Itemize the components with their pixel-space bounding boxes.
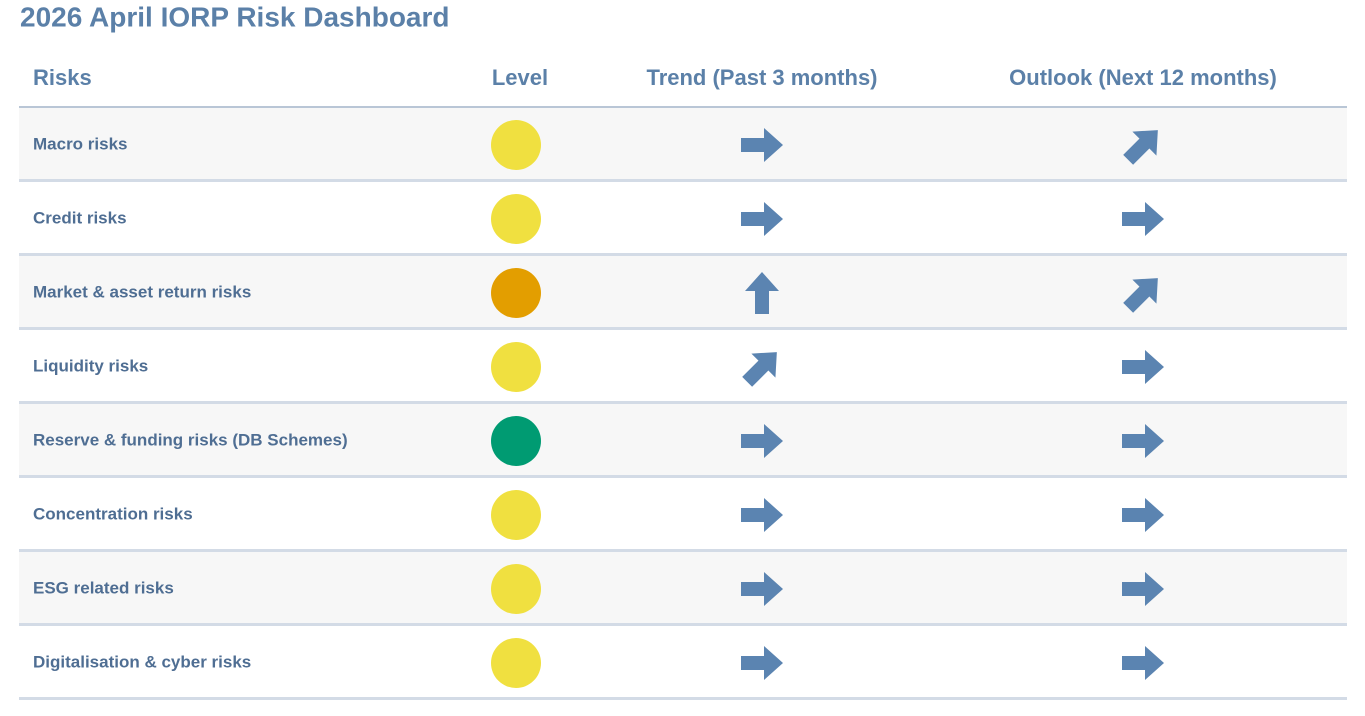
arrow	[1123, 278, 1158, 313]
arrow	[741, 424, 783, 458]
header-rule	[19, 106, 1347, 108]
arrow	[741, 572, 783, 606]
risk-name: Concentration risks	[33, 504, 193, 523]
risk-name: Market & asset return risks	[33, 282, 251, 301]
row-rule	[19, 253, 1347, 256]
level-indicator	[491, 638, 541, 688]
risk-name: Reserve & funding risks (DB Schemes)	[33, 430, 348, 449]
level-indicator	[491, 268, 541, 318]
row-rule	[19, 549, 1347, 552]
arrow	[741, 128, 783, 162]
row-rule	[19, 401, 1347, 404]
row-rule	[19, 697, 1347, 700]
level-indicator	[491, 194, 541, 244]
column-header: Risks	[33, 65, 92, 90]
arrow	[1122, 202, 1164, 236]
risk-name: Credit risks	[33, 208, 127, 227]
row-rule	[19, 623, 1347, 626]
row-rule	[19, 179, 1347, 182]
arrow	[745, 272, 779, 314]
level-indicator	[491, 564, 541, 614]
arrow	[1122, 350, 1164, 384]
risk-name: Digitalisation & cyber risks	[33, 652, 251, 671]
arrow	[1123, 130, 1158, 165]
column-header: Trend (Past 3 months)	[646, 65, 877, 90]
level-indicator	[491, 490, 541, 540]
arrow	[1122, 498, 1164, 532]
level-indicator	[491, 342, 541, 392]
arrow	[1122, 572, 1164, 606]
level-indicator	[491, 416, 541, 466]
row-background	[19, 256, 1347, 327]
arrow	[741, 202, 783, 236]
column-header: Outlook (Next 12 months)	[1009, 65, 1277, 90]
row-rule	[19, 327, 1347, 330]
level-indicator	[491, 120, 541, 170]
row-background	[19, 108, 1347, 179]
title: 2026 April IORP Risk Dashboard	[20, 1, 450, 32]
arrow	[741, 498, 783, 532]
risk-name: ESG related risks	[33, 578, 174, 597]
risk-name: Liquidity risks	[33, 356, 148, 375]
column-header: Level	[492, 65, 548, 90]
arrow	[741, 646, 783, 680]
arrow	[1122, 424, 1164, 458]
risk-name: Macro risks	[33, 134, 128, 153]
arrow	[1122, 646, 1164, 680]
arrow	[742, 352, 777, 387]
row-rule	[19, 475, 1347, 478]
